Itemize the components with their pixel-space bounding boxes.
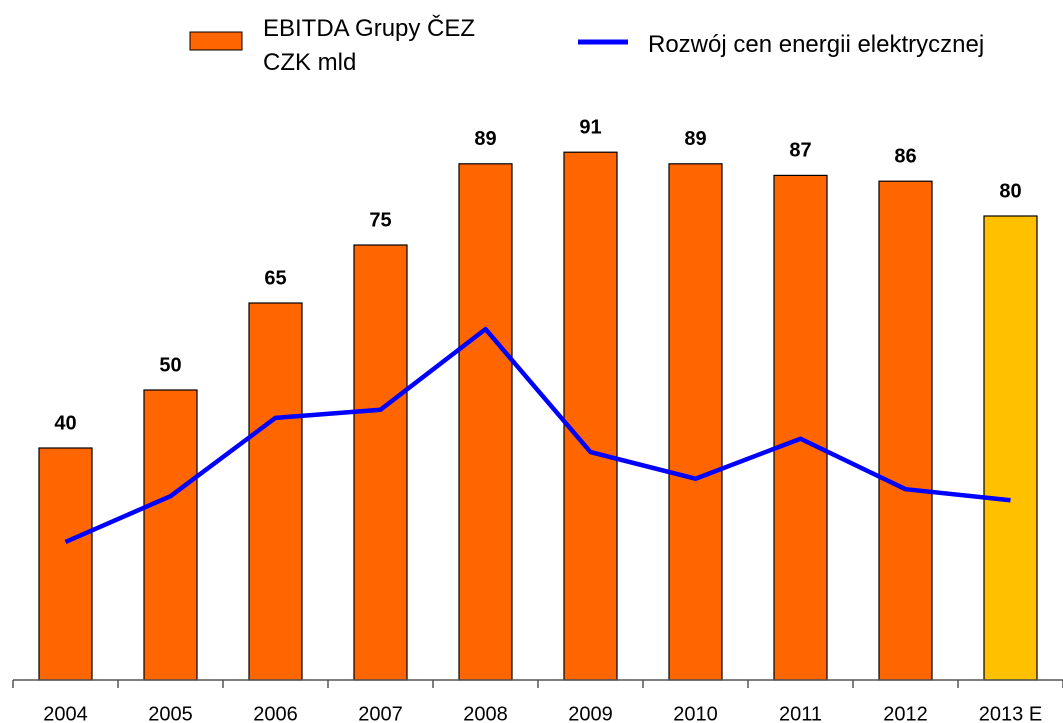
bar [458,163,513,681]
x-tick-label: 2012 [883,703,928,723]
data-label: 89 [684,128,706,150]
x-tick-label: 2005 [148,703,193,723]
x-tick-label: 2013 E [979,703,1042,723]
data-label: 80 [999,180,1021,202]
line-series [64,326,1011,545]
bar [773,174,828,681]
data-label: 75 [369,209,391,231]
bar [668,163,723,681]
data-label: 91 [579,116,601,138]
data-label: 50 [159,354,181,376]
bar [878,180,933,681]
bar [563,151,618,681]
x-tick-label: 2009 [568,703,613,723]
x-tick-label: 2008 [463,703,508,723]
legend-label: EBITDA Grupy ČEZ CZK mld [263,15,476,76]
data-label: 87 [789,140,811,162]
bar [143,389,198,681]
legend-swatch-bar [189,31,243,51]
x-tick-label: 2004 [43,703,88,723]
data-label: 89 [474,128,496,150]
x-tick-label: 2011 [779,703,822,723]
data-label: 40 [54,412,76,434]
bar [353,244,408,681]
legend-label: Rozwój cen energii elektrycznej [648,31,985,58]
x-tick-label: 2006 [253,703,298,723]
data-label: 65 [264,267,286,289]
bar [248,302,303,681]
data-label: 86 [894,145,916,167]
x-tick-label: 2010 [673,703,718,723]
bar [38,447,93,681]
bar [983,215,1038,681]
x-tick-label: 2007 [358,703,403,723]
